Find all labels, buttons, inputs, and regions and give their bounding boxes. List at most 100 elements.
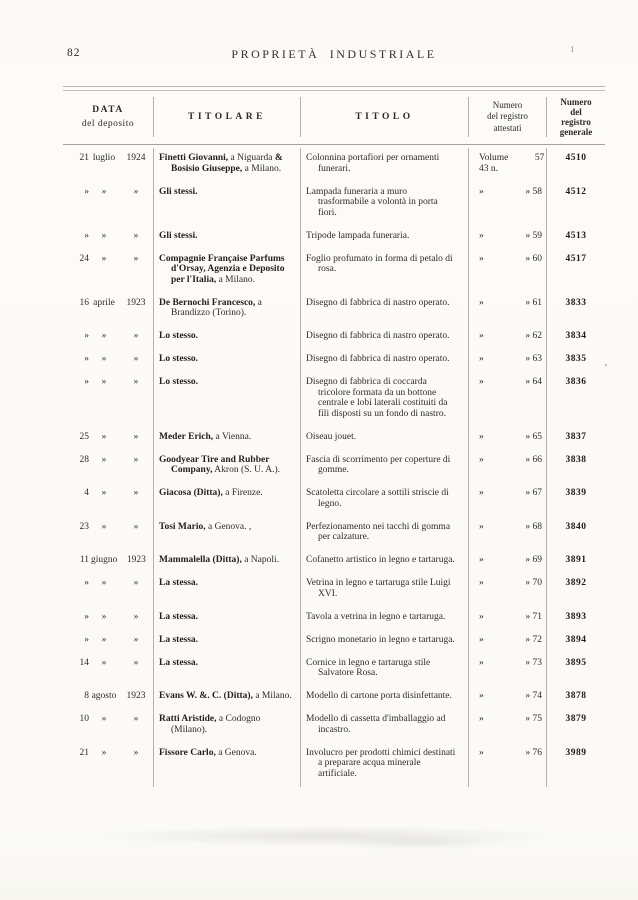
titolare-location: a Vienna. (213, 431, 252, 442)
registro-attestati-number: » 58 (525, 186, 542, 197)
deposit-year: » (133, 331, 139, 341)
registro-attestati-cell: » » 59 (468, 225, 546, 249)
registro-generale-number: 3989 (546, 742, 605, 787)
table-row: » » » Gli stessi. Lampada funeraria a mu… (63, 181, 605, 226)
table-row: » » » Lo stesso. Disegno di fabbrica di … (63, 372, 605, 427)
titolare-name: La stessa. (159, 611, 199, 622)
registro-volume-label: » (479, 747, 484, 758)
titolare-name: La stessa. (159, 578, 199, 588)
table-body: 21 luglio 1924 Finetti Giovanni, a Nigua… (63, 145, 605, 787)
titolare-location: a Milano. (216, 274, 256, 285)
registro-attestati-number: » 63 (525, 354, 542, 364)
deposit-date-cell: 10 » » (63, 709, 153, 743)
deposit-day: 21 (79, 153, 90, 163)
registro-attestati-number: » 76 (525, 747, 542, 758)
deposit-day: 4 (84, 488, 89, 498)
deposit-month: » (101, 186, 107, 197)
deposit-year: » (133, 611, 139, 622)
titolo-cell: Foglio profumato in forma di petalo di r… (300, 248, 468, 293)
registro-attestati-number: » 68 (525, 521, 542, 532)
registro-attestati-cell: » » 69 (468, 550, 546, 573)
table-row: 16 aprile 1923 De Bernochi Francesco, a … (63, 292, 605, 326)
registro-attestati-cell: » » 65 (468, 426, 546, 450)
registro-volume-label: » (479, 578, 484, 588)
registro-volume-label: » (479, 377, 484, 387)
titolo-cell: Vetrina in legno e tartaruga stile Luigi… (300, 573, 468, 607)
column-header-registro-attestati: Numero del registro attestati (468, 97, 546, 137)
deposit-day: 16 (79, 297, 90, 308)
titolare-cell: La stessa. (153, 573, 300, 607)
deposit-year: » (133, 634, 139, 645)
table-row: 21 luglio 1924 Finetti Giovanni, a Nigua… (63, 148, 605, 182)
deposit-day: » (84, 331, 89, 341)
deposit-year: 1923 (126, 555, 146, 565)
titolare-cell: Gli stessi. (153, 225, 300, 249)
registro-volume-label: » (479, 555, 484, 565)
registro-volume-label: » (479, 611, 484, 622)
deposit-day: » (84, 611, 89, 622)
titolare-cell: Giacosa (Ditta), a Firenze. (153, 483, 300, 517)
column-header-data-sub: del deposito (81, 118, 135, 129)
titolo-cell: Perfezionamento nei tacchi di gomma per … (300, 516, 468, 550)
titolare-name: Evans W. &. C. (Ditta), (159, 691, 253, 701)
generale-line: del (570, 107, 582, 117)
deposit-month: » (101, 354, 107, 364)
column-header-titolare: TITOLARE (153, 97, 300, 137)
registro-attestati-cell: » » 67 (468, 483, 546, 517)
registro-attestati-number: » 59 (525, 230, 542, 241)
registro-generale-number: 3835 (546, 349, 605, 372)
titolare-location: a Codogno (Milano). (171, 714, 261, 735)
deposit-year: » (133, 230, 139, 241)
titolare-name: Finetti Giovanni, (159, 153, 229, 163)
deposit-date-cell: 14 » » (63, 653, 153, 687)
registro-volume-label: » (479, 657, 484, 668)
registro-attestati-number: » 72 (525, 634, 542, 645)
titolare-cell: La stessa. (153, 652, 300, 686)
titolare-name: Meder Erich, (159, 431, 214, 442)
titolo-cell: Tavola a vetrina in legno e tartaruga. (300, 606, 468, 630)
page-title: PROPRIETÀ INDUSTRIALE (231, 47, 437, 61)
registro-volume-label: » (479, 331, 484, 341)
registro-volume-label: » (479, 354, 484, 364)
titolo-cell: Modello di cassetta d'imballaggio ad inc… (300, 709, 468, 743)
deposit-day: 8 (84, 691, 89, 701)
titolo-cell: Scrigno monetario in legno e tartaruga. (300, 629, 468, 653)
titolare-location: Akron (S. U. A.). (212, 465, 281, 475)
titolare-cell: Lo stesso. (153, 326, 300, 349)
titolare-name: De Bernochi Francesco, (159, 297, 256, 308)
deposit-date-cell: » » » (63, 607, 153, 630)
titolare-cell: Goodyear Tire and Rubber Company, Akron … (153, 449, 300, 483)
deposit-year: 1924 (126, 153, 146, 163)
deposit-year: » (133, 253, 139, 264)
registro-attestati-cell: » » 64 (468, 372, 546, 427)
registro-volume-label: » (479, 488, 484, 498)
registro-attestati-number: » 62 (525, 331, 542, 341)
deposit-year: » (133, 377, 139, 387)
deposit-date-cell: 21 luglio 1924 (63, 148, 153, 182)
titolare-name: Lo stesso. (159, 377, 199, 387)
generale-line: Numero (560, 97, 592, 107)
titolare-location: a Brandizzo (Torino). (171, 297, 262, 319)
registro-generale-number: 3891 (546, 550, 605, 573)
attestati-line: del registro (487, 111, 528, 122)
titolare-name: Gli stessi. (159, 186, 198, 197)
table-row: » » » Lo stesso. Disegno di fabbrica di … (63, 326, 605, 349)
scan-smudge (330, 836, 510, 850)
registro-attestati-cell: » » 63 (468, 349, 546, 372)
registro-generale-number: 3878 (546, 686, 605, 709)
deposit-day: 28 (79, 454, 90, 465)
titolare-name: Fissore Carlo, (159, 747, 216, 758)
deposit-date-cell: » » » (63, 349, 153, 372)
titolare-cell: La stessa. (153, 606, 300, 630)
deposit-day: » (84, 377, 89, 387)
registro-attestati-number: » 65 (525, 431, 542, 442)
deposit-month: giugno (91, 555, 118, 565)
titolo-cell: Disegno di fabbrica di nastro operato. (300, 326, 468, 349)
registro-attestati-number: 57 (534, 153, 545, 163)
titolare-location: a Milano. (242, 163, 282, 174)
titolare-location: a Genova. , (205, 521, 252, 532)
table-row: » » » La stessa. Scrigno monetario in le… (63, 629, 605, 653)
generale-line: generale (559, 127, 593, 137)
titolare-cell: Lo stesso. (153, 372, 300, 427)
registro-generale-number: 3879 (546, 709, 605, 743)
